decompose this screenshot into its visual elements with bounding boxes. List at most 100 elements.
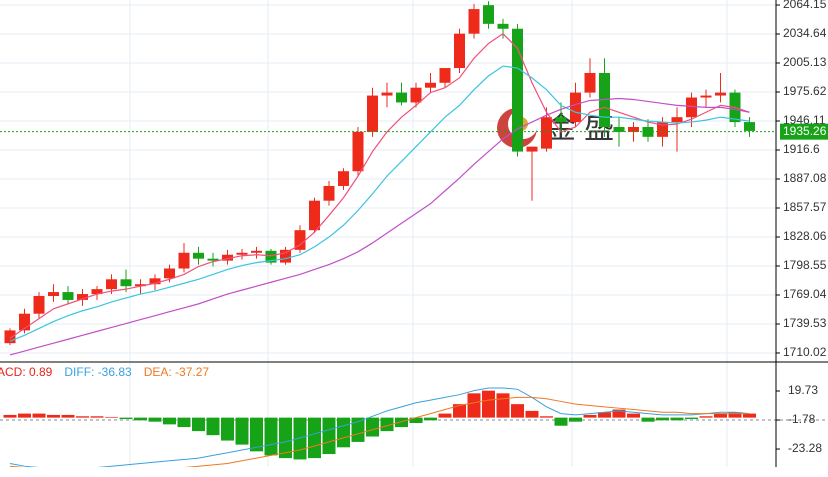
- ma-line: [9, 32, 750, 339]
- macd-bar: [351, 417, 365, 442]
- candle-body: [193, 252, 204, 259]
- macd-bar: [90, 416, 104, 418]
- candle-body: [468, 9, 480, 34]
- candle-body: [207, 258, 219, 261]
- candle-body: [106, 279, 117, 290]
- candle-body: [555, 117, 567, 123]
- candle-body: [222, 254, 233, 261]
- last-price-box: [780, 123, 828, 140]
- candle-body: [280, 249, 291, 263]
- axes: 2064.152034.642005.131975.621946.111916.…: [0, 0, 828, 467]
- macd-bar: [250, 417, 263, 452]
- legend-entry: DEA: -37.27: [144, 365, 210, 379]
- macd-bar: [380, 417, 394, 432]
- candle-body: [48, 292, 59, 297]
- macd-bar: [656, 417, 669, 421]
- legend-entry: MACD: 0.89: [0, 365, 53, 379]
- macd-bar: [641, 417, 655, 422]
- candle-body: [541, 117, 552, 149]
- macd-bar: [467, 393, 481, 418]
- last-price-label: 1935.26: [783, 124, 827, 138]
- macd-bar: [163, 417, 176, 425]
- y-tick-label: 1769.04: [783, 287, 827, 301]
- candle-body: [62, 292, 74, 300]
- candle-body: [425, 82, 436, 88]
- macd-bar: [279, 417, 292, 459]
- candle-body: [19, 313, 30, 331]
- candle-body: [352, 131, 364, 172]
- macd-bar: [61, 414, 75, 418]
- macd-bar: [670, 417, 684, 421]
- macd-bar: [743, 413, 756, 418]
- macd-bar: [453, 404, 466, 418]
- candle-body: [439, 68, 451, 83]
- candle-body: [251, 250, 262, 253]
- macd-bar: [134, 417, 147, 421]
- macd-bar: [119, 417, 133, 419]
- candle-body: [323, 185, 335, 201]
- candle-body: [671, 117, 683, 123]
- candle-body: [396, 92, 407, 103]
- candle-body: [744, 122, 755, 131]
- macd-bar: [714, 413, 727, 418]
- macd-panel: [3, 387, 756, 467]
- y-tick-label: 1975.62: [783, 84, 827, 98]
- macd-bar: [47, 414, 60, 418]
- diff-line: [9, 387, 750, 467]
- macd-bar: [395, 417, 408, 428]
- y-tick-label: 1798.55: [783, 258, 827, 272]
- candle-body: [613, 127, 625, 132]
- y-tick-label: -23.28: [788, 441, 822, 455]
- macd-bar: [337, 417, 350, 448]
- legend-entry: DIFF: -36.83: [64, 365, 132, 379]
- macd-bar: [612, 409, 626, 418]
- candle-body: [715, 92, 726, 96]
- macd-bar: [438, 413, 452, 418]
- macd-bar: [685, 417, 698, 419]
- candle-body: [236, 252, 248, 255]
- candle-body: [454, 33, 465, 69]
- y-tick-label: 2034.64: [783, 26, 827, 40]
- candle-body: [164, 268, 175, 279]
- macd-bar: [569, 417, 582, 422]
- macd-bar: [598, 412, 611, 418]
- macd-bar: [76, 416, 89, 418]
- macd-bar: [148, 417, 162, 422]
- candle-body: [367, 95, 378, 132]
- candle-body: [526, 146, 538, 152]
- macd-bar: [540, 416, 553, 418]
- candle-body: [584, 72, 596, 93]
- macd-bar: [627, 413, 640, 418]
- dea-line: [9, 396, 750, 467]
- macd-bar: [32, 413, 46, 418]
- macd-bar: [511, 404, 524, 418]
- macd-bar: [105, 416, 118, 418]
- candle-body: [570, 92, 581, 123]
- macd-bar: [482, 390, 495, 418]
- y-tick-label: 2005.13: [783, 55, 827, 69]
- candle-body: [700, 95, 712, 98]
- macd-bar: [525, 410, 539, 418]
- macd-bar: [235, 417, 249, 445]
- y-tick-label: 1828.06: [783, 229, 827, 243]
- macd-bar: [322, 417, 336, 455]
- y-tick-label: 19.73: [788, 383, 818, 397]
- ma-line: [9, 97, 750, 356]
- candle-body: [381, 92, 393, 96]
- macd-bar: [221, 417, 234, 441]
- candle-body: [4, 330, 16, 344]
- ma-line: [9, 65, 750, 342]
- macd-bar: [699, 416, 713, 418]
- macd-bar: [264, 417, 278, 456]
- y-tick-label: 1739.53: [783, 316, 827, 330]
- candle-body: [294, 230, 306, 250]
- candle-body: [309, 200, 320, 231]
- candle-body: [338, 171, 349, 186]
- macd-bar: [554, 417, 568, 426]
- candle-body: [149, 278, 161, 285]
- candle-body: [135, 284, 146, 287]
- candle-body: [686, 97, 697, 118]
- candle-body: [265, 250, 277, 263]
- macd-bar: [192, 417, 205, 432]
